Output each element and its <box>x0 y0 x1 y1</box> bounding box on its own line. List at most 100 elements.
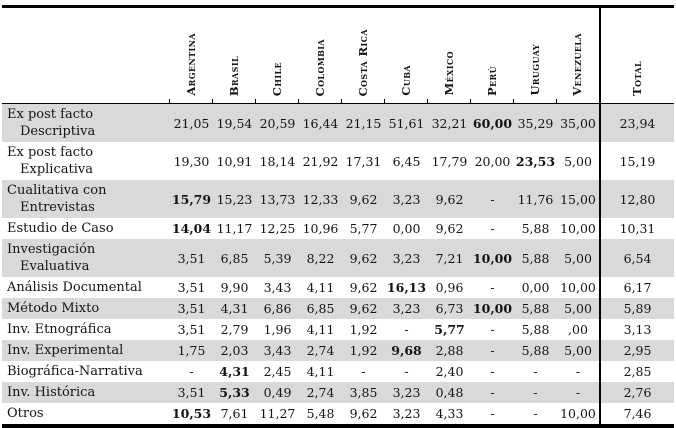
cell: 18,14 <box>259 153 296 169</box>
cell: 2,95 <box>599 340 674 361</box>
cell: - <box>490 322 495 337</box>
cell: 4,11 <box>306 322 335 337</box>
cell: 10,91 <box>216 153 253 169</box>
cell: 6,54 <box>599 239 674 277</box>
cell: 17,31 <box>345 153 382 169</box>
cell: 2,79 <box>220 322 249 337</box>
cell: 16,44 <box>302 115 339 131</box>
column-header-label: Brasil <box>226 55 241 96</box>
cell: 9,62 <box>349 250 378 266</box>
data-table: Argentina Brasil Chile Colombia Costa Rica Cu… <box>2 5 674 428</box>
cell: - <box>490 385 495 400</box>
cell: 20,59 <box>259 115 296 131</box>
column-header-cuba: Cuba <box>384 6 428 104</box>
cell: 15,23 <box>216 191 253 207</box>
cell: 3,51 <box>177 322 206 337</box>
row-label: Investigación Evaluativa <box>7 242 96 274</box>
cell: 2,40 <box>435 364 464 379</box>
cell: 19,54 <box>216 115 253 131</box>
cell: 7,46 <box>599 403 674 426</box>
cell: 6,85 <box>306 301 335 316</box>
cell: 3,13 <box>599 319 674 340</box>
cell: 4,11 <box>306 364 335 379</box>
cell: 9,62 <box>435 221 464 236</box>
row-label: Cualitativa con Entrevistas <box>7 183 107 215</box>
cell: 6,73 <box>435 301 464 316</box>
cell: 1,92 <box>349 343 378 358</box>
row-label: Inv. Etnográfica <box>7 322 112 337</box>
cell: 3,23 <box>392 250 421 266</box>
cell: - <box>533 406 538 421</box>
cell: 7,61 <box>220 406 249 421</box>
cell: 60,00 <box>472 115 513 131</box>
column-header-label: Argentina <box>183 33 198 96</box>
table-row-investigacion-evaluativa: Investigación Evaluativa 3,51 6,85 5,39 8,22 9… <box>2 239 674 277</box>
cell: 0,48 <box>435 385 464 400</box>
cell: 3,23 <box>392 301 421 316</box>
cell: 3,51 <box>177 301 206 316</box>
column-header-peru: Perú <box>470 6 514 104</box>
cell: 10,31 <box>599 218 674 239</box>
cell: - <box>533 364 538 379</box>
cell: 9,62 <box>435 191 464 207</box>
cell: 7,21 <box>435 250 464 266</box>
cell: 9,62 <box>349 301 378 316</box>
cell: 32,21 <box>431 115 468 131</box>
row-label: Inv. Histórica <box>7 385 96 400</box>
cell: 10,53 <box>171 406 212 421</box>
cell: 21,15 <box>345 115 382 131</box>
cell: - <box>404 322 409 337</box>
cell: 3,85 <box>349 385 378 400</box>
cell: - <box>575 364 581 379</box>
cell: - <box>404 364 409 379</box>
cell: 5,77 <box>349 221 378 236</box>
cell: 11,27 <box>259 406 296 421</box>
table-row-ex-post-facto-descriptiva: Ex post facto Descriptiva 21,05 19,54 20,59 1… <box>2 103 674 142</box>
cell: 2,85 <box>599 361 674 382</box>
cell: 9,62 <box>349 406 378 421</box>
cell: - <box>361 364 366 379</box>
cell: 10,00 <box>560 406 596 421</box>
cell: 21,05 <box>173 115 210 131</box>
cell: 15,00 <box>560 191 596 207</box>
cell: 3,51 <box>177 250 206 266</box>
cell: 6,86 <box>263 301 292 316</box>
cell: 0,49 <box>263 385 292 400</box>
column-header-argentina: Argentina <box>169 6 213 104</box>
cell: 16,13 <box>386 280 427 295</box>
cell: 2,74 <box>306 385 335 400</box>
column-header-mexico: México <box>427 6 471 104</box>
cell: 5,39 <box>263 250 292 266</box>
column-header-label: Costa Rica <box>355 28 370 97</box>
cell: - <box>189 364 194 379</box>
column-header-label: México <box>441 51 456 96</box>
cell: 17,79 <box>431 153 468 169</box>
cell: 5,88 <box>521 221 550 236</box>
cell: 3,23 <box>392 191 421 207</box>
cell: 3,51 <box>177 280 206 295</box>
cell: 20,00 <box>474 153 511 169</box>
cell: 35,29 <box>517 115 554 131</box>
cell: 11,17 <box>216 221 253 236</box>
cell: 12,25 <box>259 221 296 236</box>
cell: 5,48 <box>306 406 335 421</box>
cell: 3,43 <box>263 280 292 295</box>
column-header-label: Venezuela <box>570 33 585 96</box>
header-row: Argentina Brasil Chile Colombia Costa Rica Cu… <box>2 6 674 104</box>
cell: 35,00 <box>560 115 596 131</box>
cell: 4,31 <box>219 364 250 379</box>
cell: - <box>490 406 495 421</box>
column-header-costa-rica: Costa Rica <box>341 6 385 104</box>
row-label: Método Mixto <box>7 301 100 316</box>
table-row-cualitativa-con-entrevistas: Cualitativa con Entrevistas 15,79 15,23 13,7… <box>2 180 674 218</box>
column-header-venezuela: Venezuela <box>556 6 600 104</box>
row-label: Estudio de Caso <box>7 221 114 236</box>
cell: 2,03 <box>220 343 249 358</box>
research-methods-by-country-table: Argentina Brasil Chile Colombia Costa Rica Cu… <box>2 5 674 428</box>
cell: 0,00 <box>392 221 421 236</box>
cell: ,00 <box>568 322 588 337</box>
cell: 4,33 <box>435 406 464 421</box>
cell: 1,75 <box>177 343 206 358</box>
cell: 15,79 <box>171 191 212 207</box>
cell: 9,90 <box>220 280 249 295</box>
